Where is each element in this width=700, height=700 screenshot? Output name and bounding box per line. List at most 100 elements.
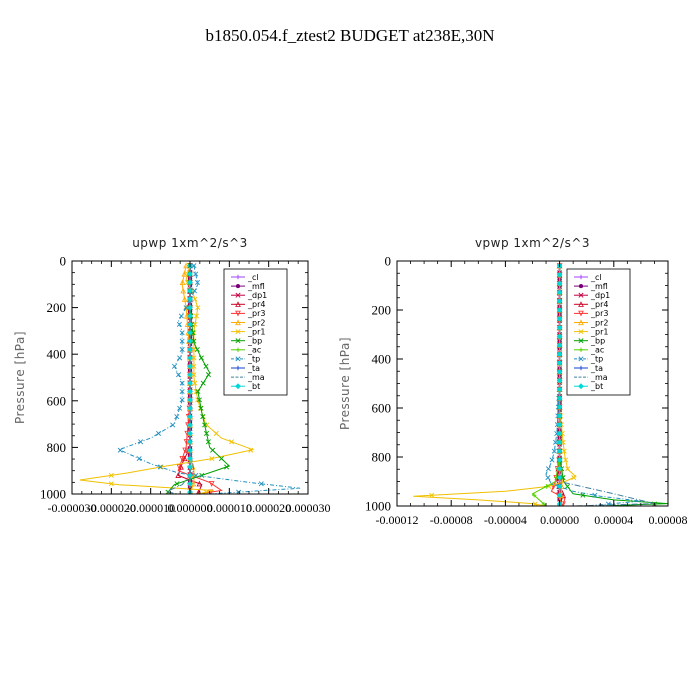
- series-marker-bt: [187, 287, 193, 294]
- series-marker-tp: [193, 271, 199, 277]
- x-tick-label: -0.000020: [87, 501, 136, 515]
- series-marker-ac: [544, 484, 549, 489]
- series-marker-bt: [187, 363, 193, 370]
- legend-label-pr4: _pr4: [590, 300, 608, 309]
- series-marker-tp: [179, 388, 185, 394]
- series-marker-bt: [556, 386, 563, 393]
- legend-marker-mfl: [235, 283, 241, 289]
- series-marker-bt: [187, 480, 193, 487]
- series-marker-tp: [179, 380, 185, 386]
- legend-label-ac: _ac: [590, 346, 604, 355]
- series-marker-bt: [556, 333, 563, 340]
- series-marker-bt: [187, 313, 193, 319]
- series-marker-bt: [556, 315, 563, 322]
- x-tick-label: 0.000000: [168, 501, 213, 515]
- x-tick-label: 0.000030: [286, 501, 331, 515]
- series-marker-bt: [187, 396, 193, 403]
- series-line-pr1: [413, 265, 577, 506]
- series-marker-bt: [187, 329, 193, 336]
- y-tick-label: 0: [385, 254, 392, 269]
- legend-label-pr3: _pr3: [590, 309, 608, 318]
- series-marker-pr3: [176, 464, 183, 471]
- series-marker-pr4: [196, 480, 203, 487]
- legend-marker-cl: [578, 274, 584, 280]
- series-group: [79, 262, 301, 494]
- chart-panel-vpwp: vpwp 1xm^2/s^3 Pressure [hPa] 0 200 400 600 80…: [338, 236, 688, 527]
- x-tick-label: -0.00008: [430, 513, 473, 527]
- series-marker-tp: [117, 447, 123, 453]
- legend-label-tp: _tp: [590, 355, 603, 364]
- series-marker-bt: [187, 380, 193, 386]
- series-marker-pr1: [429, 492, 435, 498]
- series-marker-tp: [194, 279, 200, 285]
- legend-marker-bp: [235, 338, 241, 344]
- series-marker-bt: [187, 321, 193, 328]
- series-marker-tp: [178, 313, 184, 319]
- legend-label-pr1: _pr1: [247, 327, 265, 336]
- x-tick-label: 0.000010: [207, 501, 252, 515]
- legend-marker-pr4: [235, 301, 241, 307]
- series-marker-tp: [545, 466, 551, 472]
- series-marker-bp: [191, 338, 197, 344]
- series-line-pr1: [79, 265, 255, 494]
- series-marker-bt: [187, 355, 193, 361]
- series-marker-bt: [187, 438, 193, 445]
- x-tick-label: -0.00004: [484, 513, 527, 527]
- series-marker-pr2: [181, 270, 188, 277]
- series-marker-bt: [187, 388, 193, 395]
- series-marker-bt: [556, 448, 563, 455]
- series-marker-bt: [187, 455, 193, 462]
- series-marker-tp: [549, 457, 555, 463]
- series-line-ac: [531, 265, 561, 506]
- series-marker-bt: [556, 351, 563, 358]
- legend-label-bp: _bp: [590, 337, 605, 346]
- series-marker-pr1: [108, 472, 114, 478]
- series-marker-tp: [183, 305, 189, 311]
- series-marker-bp: [195, 388, 201, 394]
- series-marker-bt: [187, 422, 193, 428]
- y-tick-label: 1000: [365, 499, 391, 514]
- series-marker-pr1: [192, 380, 198, 386]
- series-marker-pr1: [195, 305, 201, 311]
- legend-marker-pr4: [578, 301, 584, 307]
- legend-label-mfl: _mfl: [590, 282, 608, 291]
- series-marker-bt: [187, 304, 193, 311]
- legend-label-cl: _cl: [247, 273, 259, 282]
- series-marker-bp: [202, 422, 208, 428]
- panel-title: upwp 1xm^2/s^3: [132, 236, 248, 250]
- series-marker-pr1: [571, 475, 577, 481]
- series-marker-bt: [187, 447, 193, 454]
- y-tick-label: 400: [372, 352, 392, 367]
- series-marker-tp: [177, 355, 183, 361]
- series-marker-bt: [187, 464, 193, 470]
- series-marker-bt: [556, 271, 563, 278]
- x-tick-label: -0.000010: [126, 501, 175, 515]
- x-tick-label: 0.00008: [649, 513, 688, 527]
- legend-marker-bt: [235, 383, 241, 390]
- legend-label-pr2: _pr2: [247, 318, 265, 327]
- legend-marker-ta: [235, 365, 241, 371]
- legend-label-pr2: _pr2: [590, 318, 608, 327]
- series-marker-bt: [187, 338, 193, 345]
- series-marker-bt: [556, 280, 563, 287]
- series-marker-pr1: [209, 456, 215, 462]
- series-marker-bt: [556, 377, 563, 384]
- series-marker-bt: [187, 472, 193, 479]
- series-marker-bt: [556, 395, 563, 402]
- series-marker-bt: [556, 307, 563, 313]
- y-tick-label: 600: [372, 401, 392, 416]
- series-marker-bt: [556, 474, 563, 481]
- legend-marker-mfl: [578, 283, 584, 289]
- series-marker-bp: [200, 414, 206, 420]
- legend-marker-dp1: [235, 292, 241, 298]
- y-tick-label: 400: [47, 347, 67, 362]
- series-marker-pr2: [179, 279, 186, 286]
- y-axis-label: Pressure [hPa]: [13, 331, 27, 424]
- x-tick-label: -0.00012: [376, 513, 419, 527]
- series-marker-tp: [179, 347, 185, 353]
- series-marker-bt: [187, 430, 193, 437]
- series-marker-pr4: [175, 472, 182, 478]
- legend-marker-bp: [578, 338, 584, 344]
- legend-label-pr1: _pr1: [590, 327, 608, 336]
